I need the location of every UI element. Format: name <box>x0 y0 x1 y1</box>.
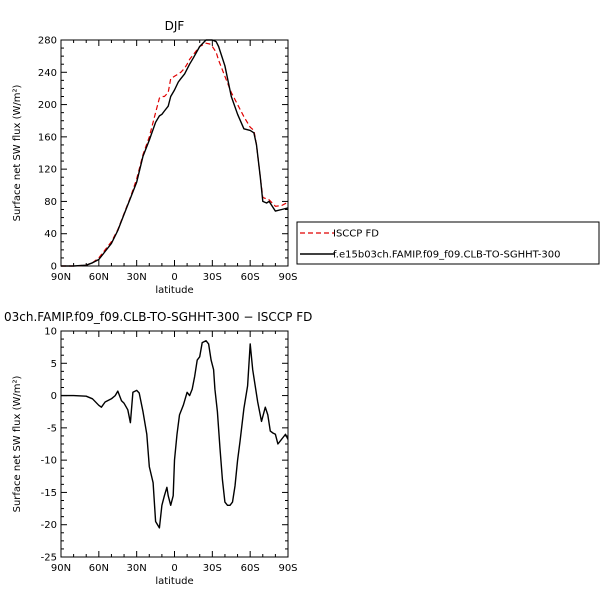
legend: ISCCP FD f.e15b03ch.FAMIP.f09_f09.CLB-TO-… <box>296 221 600 265</box>
y-tick-label: 5 <box>51 359 57 370</box>
x-tick-label: 0 <box>171 272 177 283</box>
y-tick-label: 240 <box>38 68 57 79</box>
y-tick-label: 40 <box>44 229 57 240</box>
legend-box <box>296 221 600 265</box>
y-tick-label: 280 <box>38 36 57 47</box>
x-tick-label: 30N <box>127 563 147 574</box>
y-axis-label: Surface net SW flux (W/m²) <box>12 375 23 512</box>
x-tick-label: 90N <box>51 563 71 574</box>
bottom-panel: 90N 60N 30N 0 30S 60S 90S -25 -20 -15 -10 -5 0 5 10 03c… <box>4 310 312 587</box>
legend-label: f.e15b03ch.FAMIP.f09_f09.CLB-TO-SGHHT-30… <box>333 250 561 261</box>
y-tick-label: -25 <box>41 553 57 564</box>
chart-title: DJF <box>165 19 185 33</box>
y-axis-label: Surface net SW flux (W/m²) <box>12 84 23 221</box>
plot-frame <box>60 330 289 558</box>
y-tick-label: 0 <box>51 262 57 273</box>
x-axis-label: latitude <box>155 576 193 587</box>
y-tick-label: 120 <box>38 165 57 176</box>
y-tick-label: 160 <box>38 132 57 143</box>
y-tick-label: 200 <box>38 100 57 111</box>
y-tick-label: 0 <box>51 391 57 402</box>
x-tick-label: 90S <box>278 563 297 574</box>
series-line-0 <box>61 42 289 267</box>
x-tick-label: 30N <box>127 272 147 283</box>
x-axis-label: latitude <box>155 285 193 296</box>
y-tick-label: 10 <box>44 327 57 338</box>
x-tick-label: 0 <box>171 563 177 574</box>
series-line-0 <box>61 340 289 529</box>
legend-label: ISCCP FD <box>333 229 379 240</box>
x-tick-label: 60S <box>241 563 260 574</box>
x-tick-label: 90N <box>51 272 71 283</box>
y-tick-label: 80 <box>44 197 57 208</box>
plot-frame <box>60 39 289 267</box>
y-tick-label: -15 <box>41 488 57 499</box>
y-tick-label: -5 <box>47 423 57 434</box>
y-tick-label: -20 <box>41 520 57 531</box>
x-tick-label: 60N <box>89 563 109 574</box>
y-tick-label: -10 <box>41 456 57 467</box>
x-tick-label: 30S <box>203 563 222 574</box>
series-line-1 <box>61 39 289 267</box>
x-tick-label: 90S <box>278 272 297 283</box>
x-tick-label: 60N <box>89 272 109 283</box>
x-tick-label: 60S <box>241 272 260 283</box>
chart-title: 03ch.FAMIP.f09_f09.CLB-TO-SGHHT-300 − IS… <box>4 310 312 324</box>
x-tick-label: 30S <box>203 272 222 283</box>
top-panel: 90N 60N 30N 0 30S 60S 90S 0 40 80 120 160 200 240 280 D… <box>12 19 298 296</box>
